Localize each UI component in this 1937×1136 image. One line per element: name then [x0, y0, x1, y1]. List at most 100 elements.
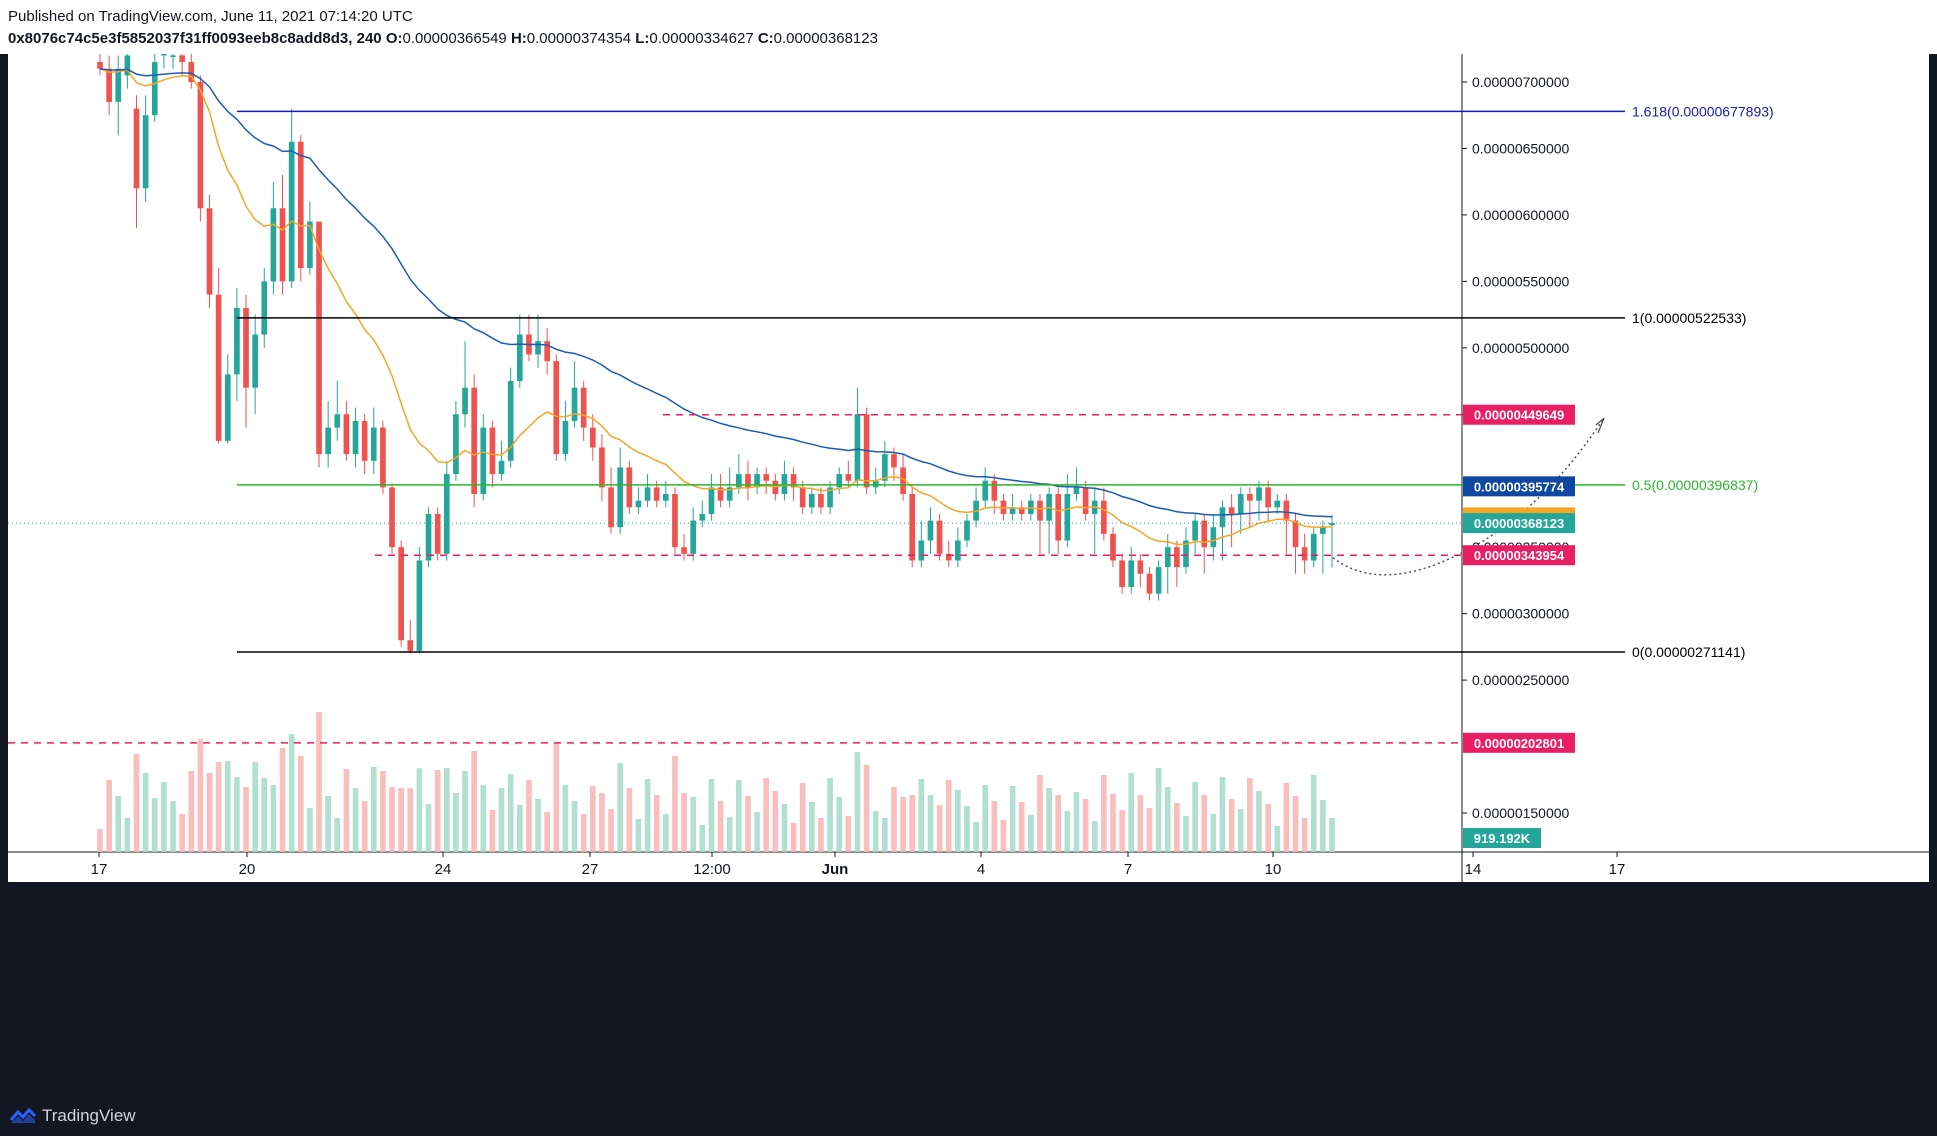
candle-body — [580, 387, 587, 428]
candle-body — [97, 62, 103, 69]
volume-bar — [735, 780, 742, 852]
candle-body — [1037, 500, 1043, 521]
candle-body — [434, 513, 441, 554]
x-tick-label: 24 — [435, 861, 452, 878]
volume-bar — [1329, 818, 1335, 852]
volume-bar — [936, 805, 943, 852]
volume-bar — [672, 756, 678, 852]
candle-body — [206, 208, 213, 295]
volume-bar — [763, 778, 770, 852]
volume-bar — [553, 742, 560, 852]
volume-bar — [589, 786, 596, 852]
volume-bar — [1091, 821, 1098, 852]
tradingview-brand[interactable]: TradingView — [10, 1106, 136, 1126]
candle-body — [1183, 540, 1189, 568]
volume-bar — [1155, 768, 1162, 852]
candle-body — [781, 474, 788, 495]
price-chart[interactable]: 0.00000700000 0.00000650000 0.00000600000 0… — [0, 54, 1937, 1096]
volume-bar — [398, 788, 404, 852]
volume-bar — [827, 778, 833, 852]
candle-body — [1192, 520, 1198, 541]
volume-bar — [288, 734, 295, 852]
chart-header: Published on TradingView.com, June 11, 2… — [0, 0, 1937, 54]
price-label-box — [1463, 545, 1575, 566]
volume-bar — [279, 748, 286, 852]
volume-bar — [1274, 826, 1281, 852]
candle-body — [754, 474, 760, 488]
candle-body — [316, 221, 322, 455]
candle-body — [936, 520, 943, 554]
y-tick-label: 0.00000500000 — [1472, 340, 1570, 356]
candle-body — [179, 55, 185, 63]
volume-bar — [882, 818, 888, 852]
candle-body — [535, 341, 541, 355]
volume-bar — [644, 779, 651, 852]
volume-bar — [818, 818, 824, 852]
candle-body — [964, 520, 970, 541]
candle-body — [982, 480, 989, 501]
volume-bar — [443, 768, 450, 852]
volume-bar — [1110, 794, 1116, 852]
y-tick-label: 0.00000700000 — [1472, 74, 1570, 90]
volume-bar — [498, 788, 505, 852]
candle-body — [1164, 547, 1171, 568]
candle-body — [571, 387, 578, 421]
x-tick-label: 17 — [91, 861, 108, 878]
x-tick-label: 20 — [239, 861, 256, 878]
volume-bar — [1292, 796, 1299, 852]
volume-bar — [1037, 775, 1043, 852]
volume-bar — [973, 822, 979, 852]
candle-body — [380, 427, 386, 488]
x-tick-label: 17 — [1609, 861, 1626, 878]
candle-body — [635, 500, 642, 508]
candle-body — [151, 62, 158, 116]
volume-bar — [106, 780, 112, 852]
x-tick-label: Jun — [822, 861, 849, 878]
candle-body — [790, 474, 797, 488]
candle-body — [1155, 567, 1162, 594]
candle-body — [1310, 533, 1317, 561]
ohlc-legend: 0x8076c74c5e3f5852037f31ff0093eeb8c8add8… — [8, 30, 878, 47]
volume-bar — [1000, 820, 1007, 852]
volume-label-text: 919.192K — [1474, 831, 1531, 846]
brand-label: TradingView — [42, 1106, 136, 1125]
volume-bar — [836, 797, 843, 852]
candle-body — [334, 414, 341, 428]
published-info: Published on TradingView.com, June 11, 2… — [8, 8, 413, 25]
volume-bar — [872, 811, 879, 852]
candle-body — [808, 494, 815, 508]
candle-body — [1110, 533, 1116, 561]
volume-bar — [1101, 775, 1107, 852]
volume-bar — [224, 761, 231, 852]
candle-body — [1064, 494, 1071, 541]
candle-body — [1055, 494, 1062, 541]
candle-body — [516, 334, 523, 382]
candle-body — [991, 480, 998, 501]
volume-bar — [982, 785, 989, 852]
candle-body — [745, 474, 751, 488]
candle-body — [142, 115, 149, 189]
candle-body — [288, 141, 295, 282]
volume-bar — [571, 801, 578, 852]
volume-bar — [462, 771, 468, 852]
candle-body — [626, 467, 633, 508]
candle-body — [279, 208, 286, 282]
candle-body — [124, 55, 131, 76]
volume-bar — [717, 801, 724, 852]
candle-body — [1256, 487, 1262, 501]
volume-bar — [1310, 775, 1317, 852]
volume-bar — [991, 801, 998, 852]
volume-bar — [900, 797, 906, 852]
volume-bar — [297, 756, 304, 852]
volume-bar — [1164, 787, 1171, 852]
low-label: L: — [635, 30, 650, 47]
volume-bar — [781, 804, 788, 852]
volume-bar — [507, 774, 514, 852]
candle-body — [617, 467, 624, 528]
candle-body — [1018, 507, 1025, 514]
candle-body — [909, 494, 916, 561]
volume-bar — [416, 768, 423, 852]
volume-bar — [1174, 803, 1180, 852]
candle-body — [690, 520, 697, 554]
candle-body — [407, 640, 414, 651]
